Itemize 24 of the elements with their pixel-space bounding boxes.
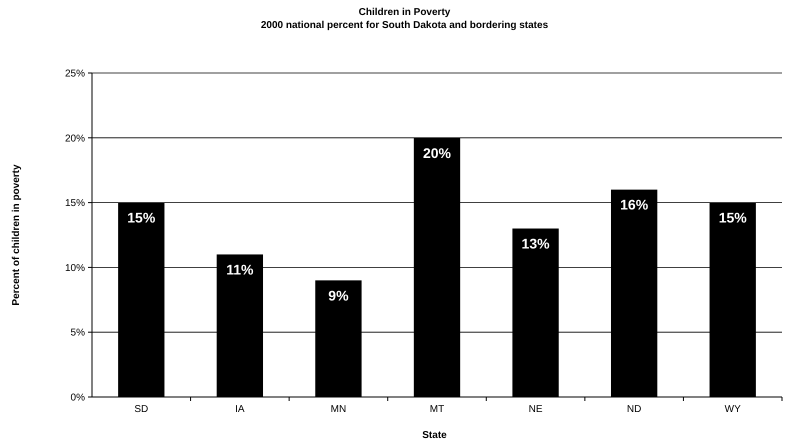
x-tick-label: MT (430, 404, 444, 415)
data-label: 13% (522, 236, 550, 252)
data-label: 16% (620, 196, 649, 213)
data-label: 9% (328, 287, 350, 304)
data-label: 11% (226, 261, 254, 278)
y-tick-label: 0% (70, 392, 86, 404)
x-tick-label: WY (724, 404, 742, 415)
y-tick-label: 25% (64, 68, 86, 80)
y-tick-label: 15% (64, 198, 86, 210)
chart-title: Children in Poverty (358, 7, 451, 18)
chart-subtitle: 2000 national percent for South Dakota and bordering states (260, 20, 549, 31)
x-tick-label: ND (626, 404, 642, 415)
x-axis-title: State (422, 430, 448, 441)
x-tick-label: IA (235, 404, 245, 415)
y-axis-title: Percent of children in poverty (11, 164, 22, 306)
y-tick-label: 10% (64, 262, 86, 274)
y-tick-label: 20% (64, 133, 86, 144)
x-tick-label: NE (528, 404, 543, 415)
data-label: 20% (422, 144, 452, 161)
x-tick-label: MN (330, 404, 346, 415)
x-tick-label: SD (134, 404, 148, 415)
y-tick-label: 5% (70, 328, 86, 339)
data-label: 15% (127, 210, 156, 226)
data-label: 15% (718, 210, 748, 226)
